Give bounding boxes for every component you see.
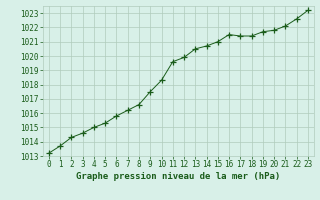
X-axis label: Graphe pression niveau de la mer (hPa): Graphe pression niveau de la mer (hPa): [76, 172, 281, 181]
